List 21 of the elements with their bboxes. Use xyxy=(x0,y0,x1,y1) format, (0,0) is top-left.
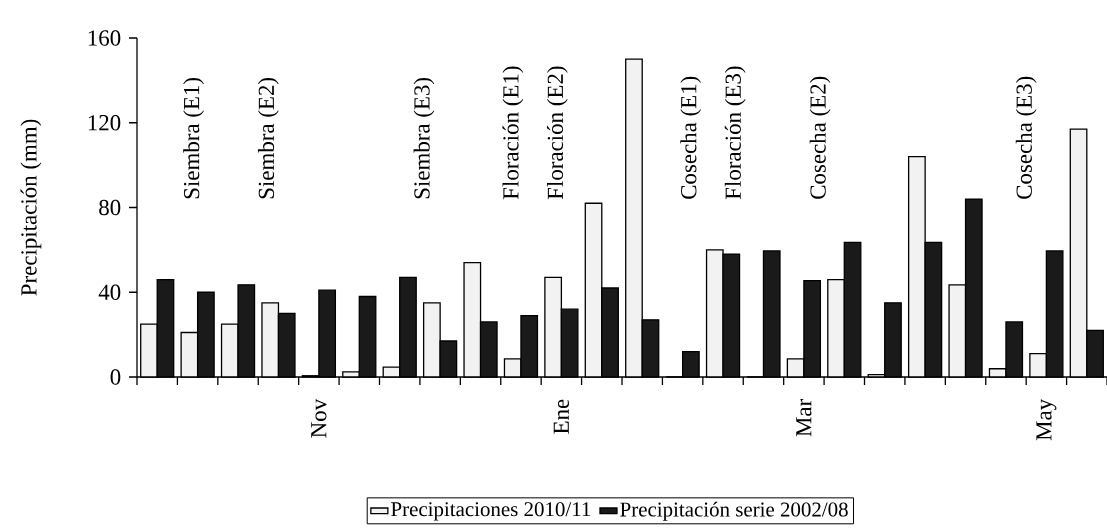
annotation: Floración (E1) xyxy=(502,66,524,200)
annotation: Cosecha (E3) xyxy=(1015,76,1037,199)
x-tick-label: May xyxy=(1036,398,1057,441)
annotation: Cosecha (E1) xyxy=(680,76,702,199)
annotation: Siembra (E1) xyxy=(183,77,204,199)
annotation: Siembra (E2) xyxy=(257,77,279,199)
annotation: Floración (E2) xyxy=(546,66,568,200)
y-tick-label: 160 xyxy=(88,30,121,46)
x-tick-label: Ene xyxy=(553,399,569,434)
y-axis-title: Precipitación (mm) xyxy=(20,119,42,296)
x-tick-label: Nov xyxy=(311,398,327,438)
y-tick-label: 80 xyxy=(99,199,121,216)
annotation: Cosecha (E2) xyxy=(809,76,831,199)
y-tick-label: 0 xyxy=(110,369,121,385)
legend-label: Precipitación serie 2002/08 xyxy=(620,501,848,521)
y-tick-label: 120 xyxy=(88,115,121,131)
x-tick-label: Mar xyxy=(796,399,812,437)
annotation: Siembra (E3) xyxy=(413,77,435,199)
annotation: Floración (E3) xyxy=(724,66,746,200)
legend-label: Precipitaciones 2010/11 xyxy=(391,502,591,521)
y-tick-label: 40 xyxy=(98,284,121,300)
